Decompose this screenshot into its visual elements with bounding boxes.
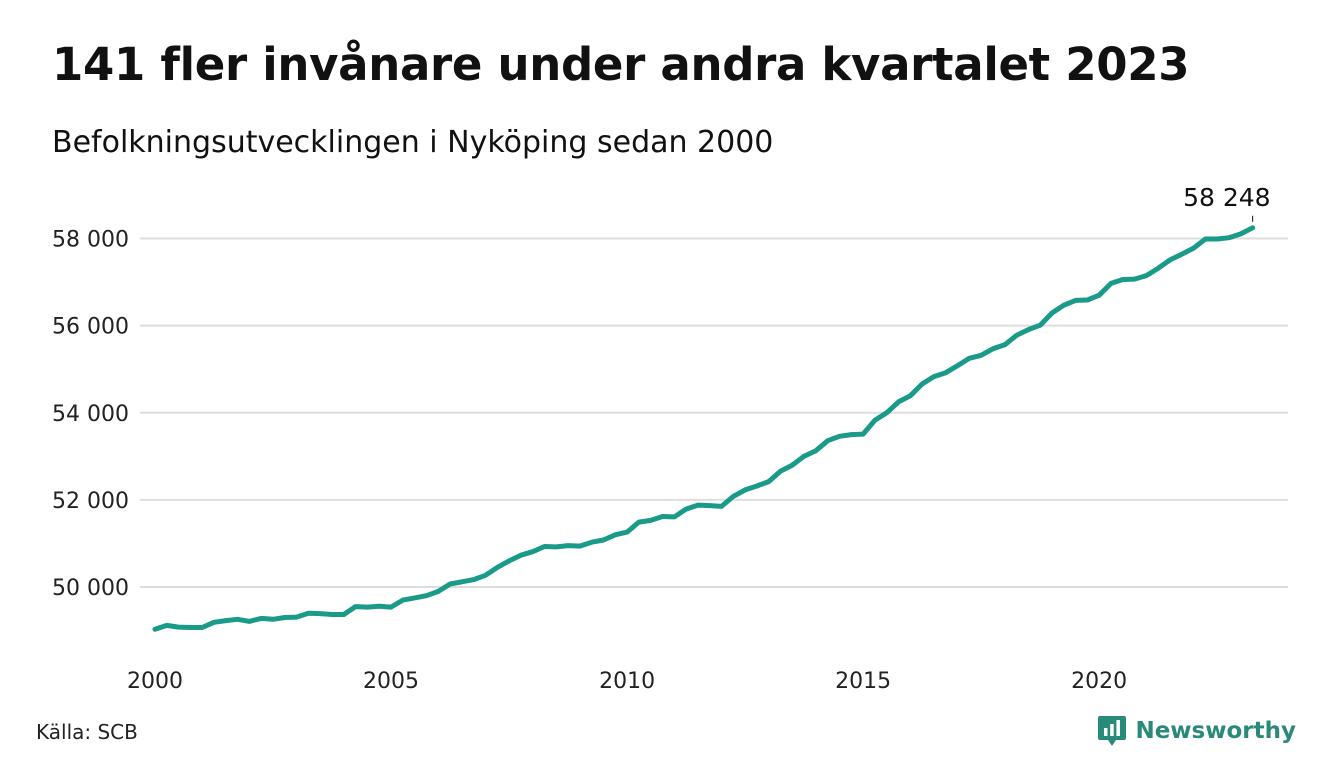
x-tick-label: 2005 <box>363 669 419 694</box>
y-tick-label: 54 000 <box>52 402 129 427</box>
y-tick-label: 58 000 <box>52 228 129 253</box>
x-tick-label: 2010 <box>599 669 655 694</box>
series-line <box>152 225 1256 632</box>
end-value-label: 58 248 <box>1183 183 1270 212</box>
bar-chart-speech-bubble-icon <box>1098 716 1127 746</box>
brand-name: Newsworthy <box>1135 718 1296 744</box>
x-tick-label: 2000 <box>127 669 183 694</box>
y-tick-label: 50 000 <box>52 576 129 601</box>
chart-title: 141 fler invånare under andra kvartalet … <box>52 38 1190 91</box>
source-note: Källa: SCB <box>36 720 138 744</box>
brand-logo: Newsworthy <box>1097 714 1296 748</box>
x-tick-label: 2020 <box>1071 669 1127 694</box>
x-tick-label: 2015 <box>835 669 891 694</box>
y-tick-label: 52 000 <box>52 489 129 514</box>
y-tick-label: 56 000 <box>52 315 129 340</box>
chart-subtitle: Befolkningsutvecklingen i Nyköping sedan… <box>52 125 774 160</box>
